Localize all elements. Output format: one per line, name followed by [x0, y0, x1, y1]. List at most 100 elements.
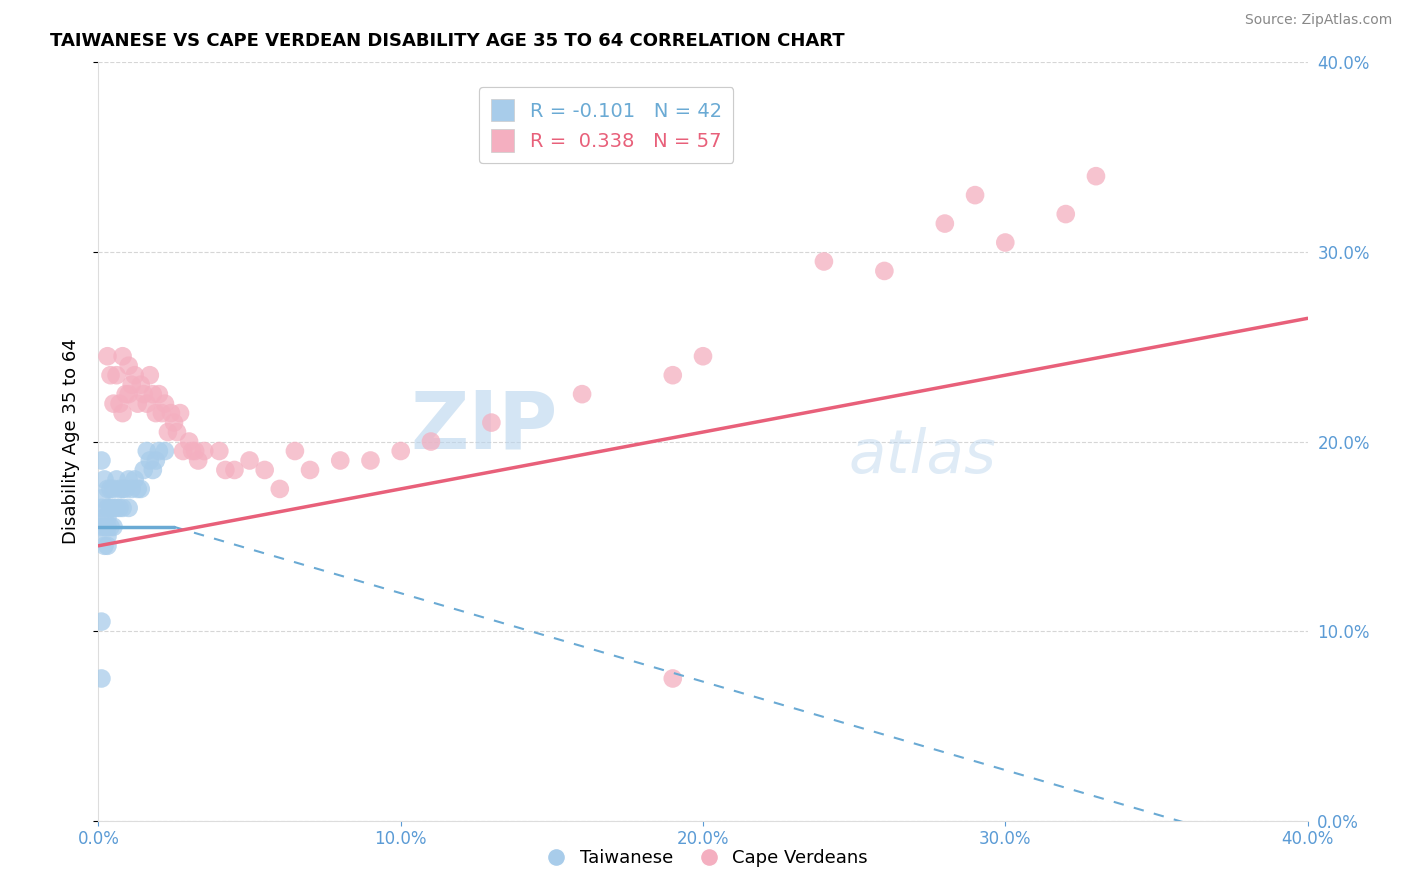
Text: atlas: atlas: [848, 427, 995, 486]
Legend: R = -0.101   N = 42, R =  0.338   N = 57: R = -0.101 N = 42, R = 0.338 N = 57: [479, 87, 734, 163]
Text: ZIP: ZIP: [411, 387, 558, 466]
Point: [111, 500, 134, 515]
Point: [96, 349, 118, 363]
Point: [96, 510, 118, 524]
Point: [153, 444, 176, 458]
Point: [90, 520, 112, 534]
Point: [661, 368, 683, 383]
Point: [179, 434, 201, 449]
Point: [166, 425, 188, 439]
Point: [284, 444, 307, 458]
Point: [127, 482, 149, 496]
Point: [153, 396, 176, 410]
Point: [111, 349, 134, 363]
Point: [135, 444, 157, 458]
Legend: Taiwanese, Cape Verdeans: Taiwanese, Cape Verdeans: [531, 842, 875, 874]
Point: [214, 463, 236, 477]
Point: [108, 482, 131, 496]
Point: [127, 396, 149, 410]
Point: [148, 387, 170, 401]
Point: [90, 615, 112, 629]
Point: [873, 264, 896, 278]
Point: [571, 387, 593, 401]
Point: [160, 406, 183, 420]
Point: [93, 520, 115, 534]
Point: [184, 444, 207, 458]
Point: [90, 500, 112, 515]
Point: [1085, 169, 1108, 184]
Point: [129, 482, 152, 496]
Point: [108, 396, 131, 410]
Point: [118, 473, 141, 487]
Point: [150, 406, 173, 420]
Point: [96, 539, 118, 553]
Point: [965, 188, 987, 202]
Point: [129, 377, 152, 392]
Point: [142, 463, 165, 477]
Point: [124, 473, 146, 487]
Point: [187, 453, 209, 467]
Point: [93, 539, 115, 553]
Point: [103, 482, 125, 496]
Point: [169, 406, 191, 420]
Point: [103, 520, 125, 534]
Point: [105, 473, 128, 487]
Point: [661, 672, 683, 686]
Point: [813, 254, 835, 268]
Point: [139, 453, 162, 467]
Point: [156, 425, 179, 439]
Point: [389, 444, 412, 458]
Point: [103, 500, 125, 515]
Point: [100, 368, 122, 383]
Point: [239, 453, 262, 467]
Point: [132, 463, 155, 477]
Point: [121, 482, 143, 496]
Point: [93, 473, 115, 487]
Point: [96, 482, 118, 496]
Text: Source: ZipAtlas.com: Source: ZipAtlas.com: [1244, 13, 1392, 28]
Point: [420, 434, 443, 449]
Point: [108, 500, 131, 515]
Point: [139, 368, 162, 383]
Point: [934, 217, 956, 231]
Point: [118, 359, 141, 373]
Point: [111, 482, 134, 496]
Point: [145, 406, 167, 420]
Point: [142, 387, 165, 401]
Point: [96, 520, 118, 534]
Point: [329, 453, 352, 467]
Point: [103, 396, 125, 410]
Point: [90, 672, 112, 686]
Point: [172, 444, 194, 458]
Point: [193, 444, 215, 458]
Point: [100, 520, 122, 534]
Point: [208, 444, 231, 458]
Text: TAIWANESE VS CAPE VERDEAN DISABILITY AGE 35 TO 64 CORRELATION CHART: TAIWANESE VS CAPE VERDEAN DISABILITY AGE…: [51, 32, 845, 50]
Point: [100, 482, 122, 496]
Point: [299, 463, 322, 477]
Point: [118, 387, 141, 401]
Point: [692, 349, 714, 363]
Point: [360, 453, 382, 467]
Point: [124, 368, 146, 383]
Point: [181, 444, 204, 458]
Y-axis label: Disability Age 35 to 64: Disability Age 35 to 64: [62, 339, 80, 544]
Point: [145, 453, 167, 467]
Point: [253, 463, 276, 477]
Point: [93, 510, 115, 524]
Point: [1054, 207, 1077, 221]
Point: [135, 396, 157, 410]
Point: [96, 500, 118, 515]
Point: [148, 444, 170, 458]
Point: [114, 482, 136, 496]
Point: [100, 500, 122, 515]
Point: [90, 491, 112, 506]
Point: [96, 529, 118, 543]
Point: [105, 500, 128, 515]
Point: [481, 416, 503, 430]
Point: [994, 235, 1017, 250]
Point: [132, 387, 155, 401]
Point: [269, 482, 291, 496]
Point: [118, 500, 141, 515]
Point: [224, 463, 246, 477]
